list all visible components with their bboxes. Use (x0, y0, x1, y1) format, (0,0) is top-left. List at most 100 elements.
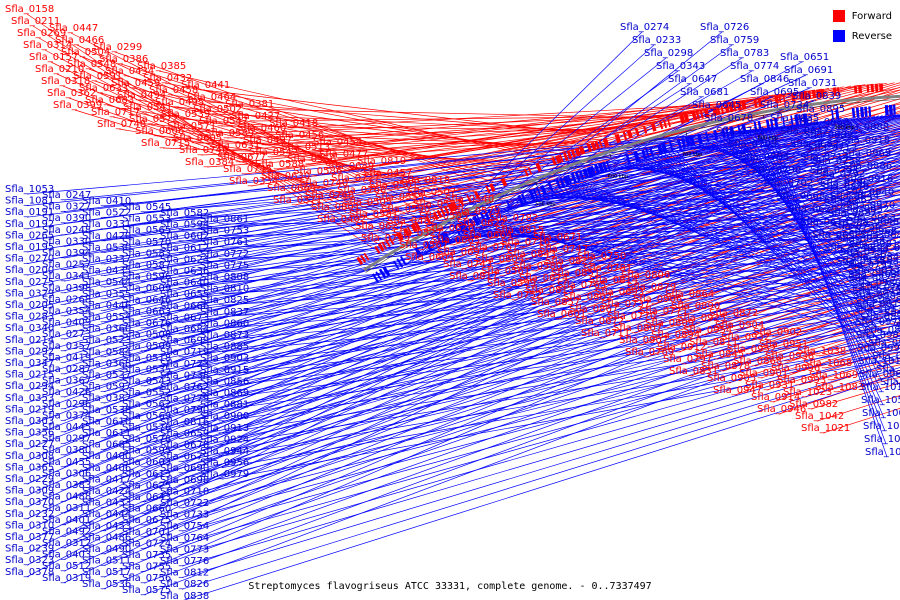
forward-gene-label: Sfla_0925 (677, 313, 726, 324)
reverse-gene-label: Sfla_0337 (82, 254, 131, 265)
reverse-gene-label: Sfla_0274 (620, 22, 669, 33)
reverse-gene-label: Sfla_0596 (122, 272, 171, 283)
forward-connector-line (734, 334, 900, 396)
reverse-connector-line (221, 273, 900, 329)
forward-gene-block (356, 256, 364, 266)
reverse-gene-label: Sfla_1081 (5, 196, 54, 207)
reverse-connector-line (26, 123, 803, 276)
forward-gene-block (574, 147, 581, 157)
reverse-gene-label: Sfla_0191 (5, 207, 54, 218)
reverse-connector-line (103, 158, 900, 334)
reverse-gene-label: Sfla_0445 (42, 422, 91, 433)
reverse-gene-label: Sfla_0331 (82, 219, 131, 230)
reverse-gene-label: Sfla_0265 (5, 230, 54, 241)
reverse-connector-line (221, 344, 900, 457)
forward-gene-block (403, 227, 411, 237)
reverse-connector-line (143, 310, 900, 596)
forward-gene-label: Sfla_0697 (437, 247, 486, 258)
reverse-connector-line (496, 44, 733, 217)
reverse-gene-label: Sfla_0660 (122, 504, 171, 515)
forward-gene-label: Sfla_0818 (401, 175, 450, 186)
forward-gene-label: Sfla_0589 (205, 128, 254, 139)
reverse-connector-line (63, 125, 900, 340)
reverse-gene-label: Sfla_0629 (788, 204, 837, 215)
reverse-connector-line (63, 141, 900, 433)
reverse-connector-line (103, 146, 900, 288)
reverse-gene-label: Sfla_0886 (843, 161, 892, 172)
forward-gene-label: Sfla_0386 (99, 54, 148, 65)
reverse-gene-block (737, 124, 742, 136)
reverse-connector-line (63, 136, 900, 410)
forward-gene-label: Sfla_0952 (727, 344, 776, 355)
reverse-gene-label: Sfla_0673 (160, 312, 209, 323)
reverse-gene-label: Sfla_0833 (876, 364, 900, 375)
forward-connector-line (628, 227, 900, 322)
reverse-gene-label: Sfla_0195 (5, 242, 54, 253)
forward-gene-label: Sfla_0711 (581, 328, 630, 339)
reverse-gene-label: Sfla_0870 (860, 312, 900, 323)
reverse-gene-block (461, 221, 470, 232)
reverse-gene-label: Sfla_0763 (860, 282, 900, 293)
reverse-connector-line (181, 215, 900, 288)
reverse-gene-block (396, 258, 404, 268)
reverse-gene-label: Sfla_0825 (200, 295, 249, 306)
scale-tick-label: 500 kbp (535, 202, 555, 208)
forward-connector-line (728, 322, 900, 384)
reverse-connector-line (103, 138, 900, 253)
forward-gene-label: Sfla_0457 (363, 168, 412, 179)
reverse-gene-label: Sfla_0984 (850, 252, 899, 263)
forward-gene-label: Sfla_0902 (753, 327, 802, 338)
reverse-connector-line (181, 367, 900, 590)
reverse-gene-label: Sfla_0370 (5, 497, 54, 508)
reverse-gene-block (521, 193, 528, 204)
reverse-gene-label: Sfla_0684 (160, 324, 209, 335)
forward-gene-label: Sfla_0571 (167, 121, 216, 132)
forward-gene-label: Sfla_0665 (431, 235, 480, 246)
reverse-gene-label: Sfla_0887 (828, 208, 877, 219)
reverse-gene-label: Sfla_0846 (740, 74, 789, 85)
forward-gene-label: Sfla_0599 (487, 278, 536, 289)
reverse-gene-label: Sfla_0701 (122, 527, 171, 538)
reverse-gene-label: Sfla_0735 (122, 550, 171, 561)
forward-gene-label: Sfla_0497 (243, 135, 292, 146)
reverse-gene-label: Sfla_0724 (122, 538, 171, 549)
reverse-gene-label: Sfla_0587 (122, 260, 171, 271)
reverse-gene-label: Sfla_0642 (780, 126, 829, 137)
reverse-gene-label: Sfla_0685 (82, 440, 131, 451)
reverse-gene-block (729, 126, 735, 137)
reverse-gene-label: Sfla_0205 (5, 300, 54, 311)
reverse-gene-label: Sfla_1054 (861, 395, 900, 406)
reverse-gene-label: Sfla_0656 (812, 230, 861, 241)
reverse-connector-line (63, 157, 900, 502)
reverse-gene-label: Sfla_0840 (820, 182, 869, 193)
reverse-gene-label: Sfla_0433 (82, 498, 131, 509)
reverse-gene-label: Sfla_0233 (632, 35, 681, 46)
forward-gene-block (406, 226, 413, 235)
forward-gene-block (359, 254, 367, 263)
forward-gene-label: Sfla_0466 (55, 35, 104, 46)
forward-gene-block (425, 215, 432, 225)
reverse-connector-line (221, 254, 900, 294)
forward-gene-label: Sfla_0843 (507, 249, 556, 260)
reverse-gene-label: Sfla_0791 (844, 260, 893, 271)
reverse-connector-line (221, 267, 900, 318)
reverse-gene-block (741, 123, 747, 135)
forward-gene-label: Sfla_0527 (393, 228, 442, 239)
forward-gene-block (436, 209, 443, 219)
reverse-gene-label: Sfla_0772 (200, 249, 249, 260)
forward-gene-label: Sfla_0664 (463, 230, 512, 241)
reverse-gene-label: Sfla_0575 (122, 585, 171, 596)
reverse-gene-block (563, 175, 571, 187)
forward-gene-label: Sfla_0743 (443, 259, 492, 270)
forward-gene-label: Sfla_0677 (217, 152, 266, 163)
forward-gene-label: Sfla_0211 (11, 16, 60, 27)
reverse-connector-line (63, 116, 900, 247)
reverse-gene-label: Sfla_0695 (750, 87, 799, 98)
reverse-connector-line (26, 124, 800, 264)
reverse-connector-line (103, 189, 900, 439)
reverse-gene-label: Sfla_1019 (860, 382, 900, 393)
forward-gene-label: Sfla_0802 (563, 292, 612, 303)
reverse-gene-label: Sfla_0552 (122, 388, 171, 399)
forward-gene-block (578, 145, 586, 155)
